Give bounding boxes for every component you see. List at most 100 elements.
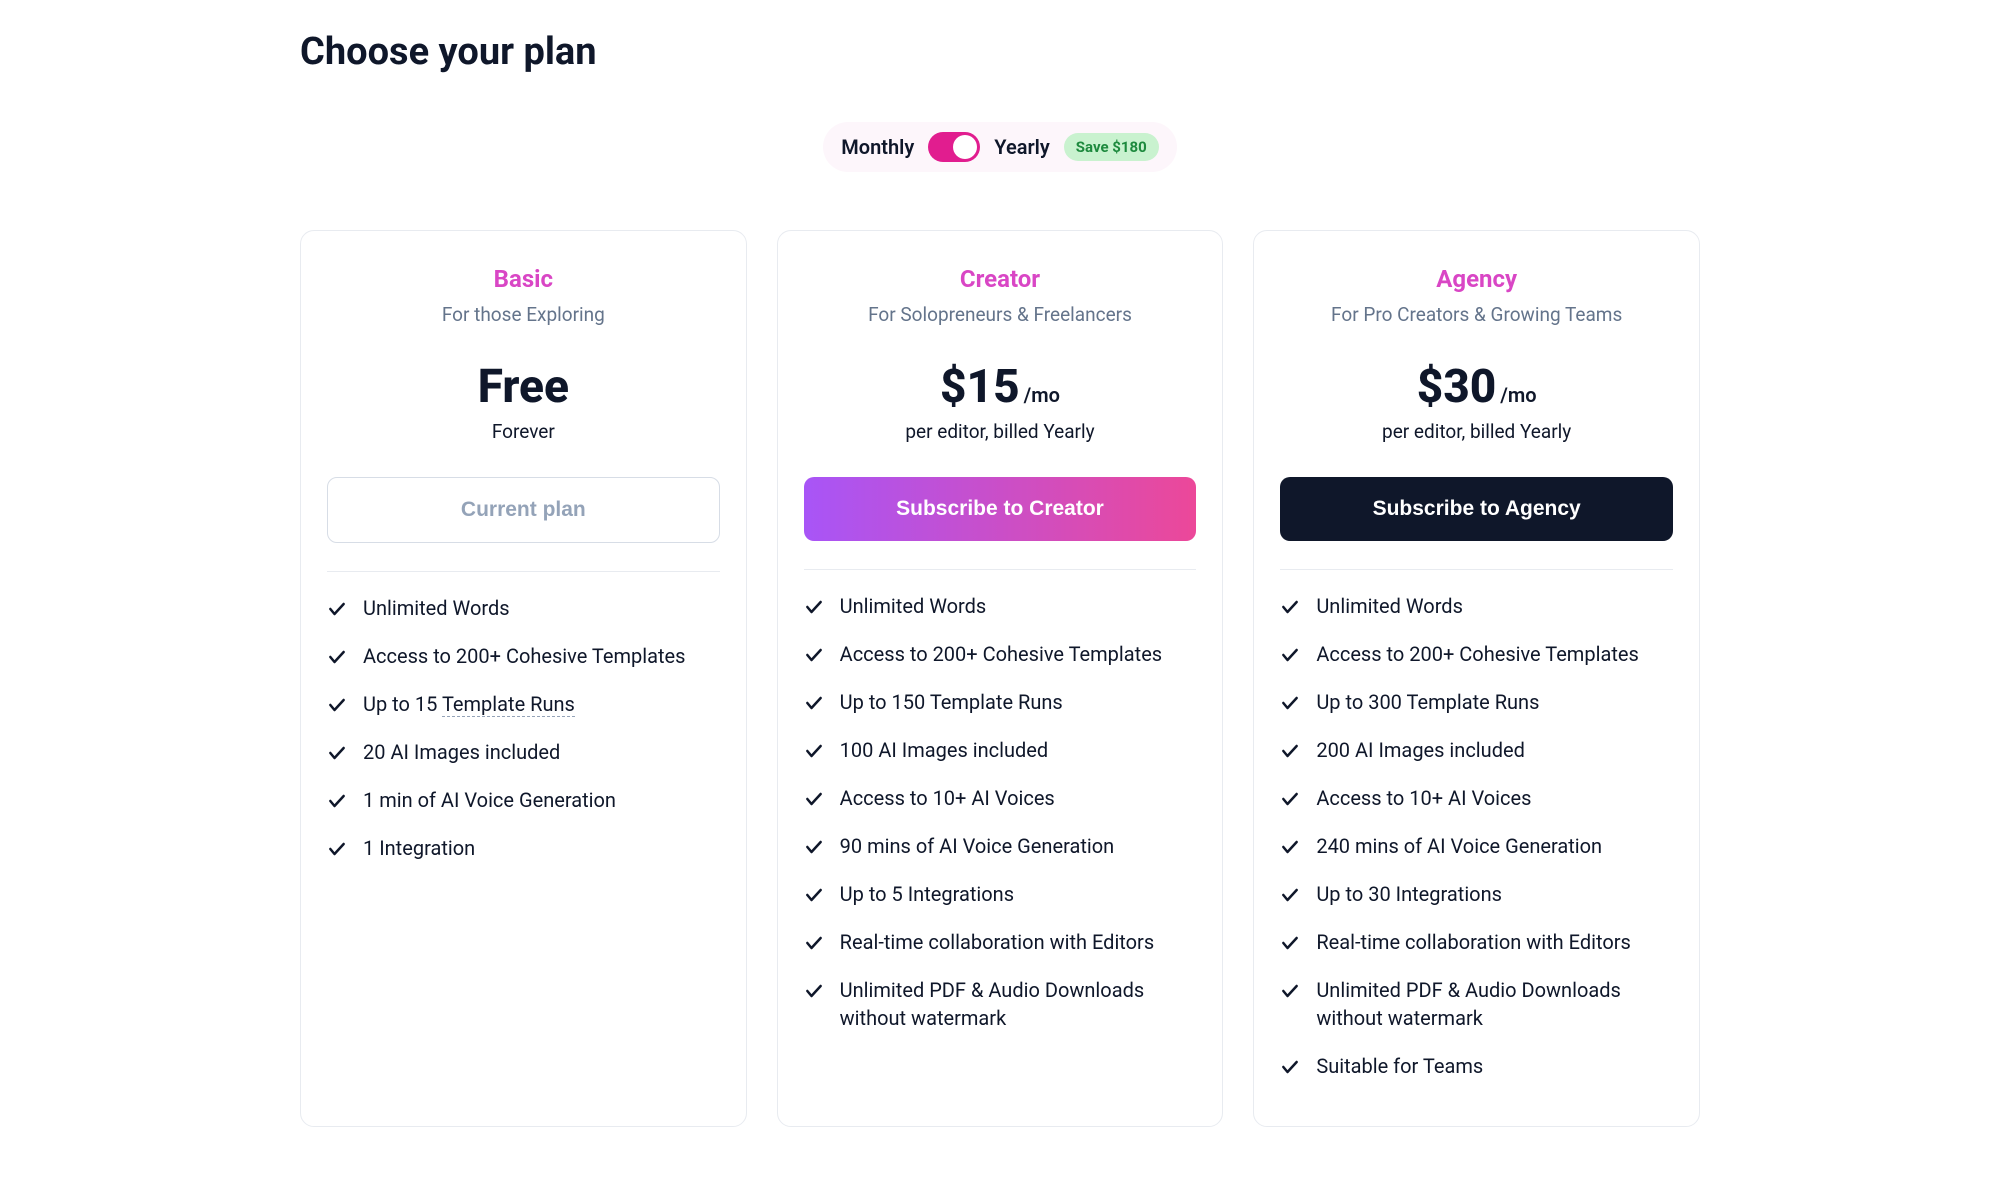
feature-item: Access to 200+ Cohesive Templates	[804, 640, 1197, 668]
check-icon	[327, 647, 347, 667]
check-icon	[1280, 933, 1300, 953]
feature-item: Unlimited Words	[327, 594, 720, 622]
price-note: per editor, billed Yearly	[1280, 420, 1673, 443]
feature-text: Unlimited Words	[840, 592, 987, 620]
price-row: $15/mo	[804, 360, 1197, 414]
feature-text-underlined[interactable]: Template Runs	[442, 692, 575, 717]
plan-subtitle: For Pro Creators & Growing Teams	[1280, 303, 1673, 326]
check-icon	[327, 695, 347, 715]
feature-text: Unlimited Words	[1316, 592, 1463, 620]
feature-item: Access to 200+ Cohesive Templates	[327, 642, 720, 670]
feature-item: Access to 10+ AI Voices	[1280, 784, 1673, 812]
feature-item: Access to 200+ Cohesive Templates	[1280, 640, 1673, 668]
price-main: $30	[1417, 360, 1497, 414]
check-icon	[1280, 837, 1300, 857]
divider	[327, 571, 720, 572]
feature-text: Access to 200+ Cohesive Templates	[840, 640, 1162, 668]
content-wrapper: Choose your plan Monthly Yearly Save $18…	[300, 30, 1700, 1127]
toggle-label-monthly[interactable]: Monthly	[841, 135, 914, 159]
check-icon	[804, 789, 824, 809]
feature-text: Real-time collaboration with Editors	[840, 928, 1155, 956]
plans-grid: BasicFor those ExploringFreeForeverCurre…	[300, 230, 1700, 1127]
feature-text: 1 Integration	[363, 834, 475, 862]
feature-item: 100 AI Images included	[804, 736, 1197, 764]
toggle-label-yearly[interactable]: Yearly	[994, 135, 1050, 159]
feature-item: 1 min of AI Voice Generation	[327, 786, 720, 814]
plan-card-basic: BasicFor those ExploringFreeForeverCurre…	[300, 230, 747, 1127]
feature-item: Up to 300 Template Runs	[1280, 688, 1673, 716]
subscribe-creator-button[interactable]: Subscribe to Creator	[804, 477, 1197, 541]
feature-item: Up to 150 Template Runs	[804, 688, 1197, 716]
check-icon	[804, 837, 824, 857]
feature-text: Real-time collaboration with Editors	[1316, 928, 1631, 956]
check-icon	[1280, 789, 1300, 809]
save-badge: Save $180	[1064, 133, 1159, 161]
check-icon	[1280, 741, 1300, 761]
check-icon	[1280, 693, 1300, 713]
check-icon	[327, 839, 347, 859]
plan-name: Agency	[1280, 265, 1673, 293]
price-main: Free	[478, 360, 569, 414]
divider	[1280, 569, 1673, 570]
price-note: Forever	[327, 420, 720, 443]
feature-item: 90 mins of AI Voice Generation	[804, 832, 1197, 860]
billing-switch-knob	[953, 135, 977, 159]
feature-text: Up to 30 Integrations	[1316, 880, 1502, 908]
feature-item: Access to 10+ AI Voices	[804, 784, 1197, 812]
feature-item: 240 mins of AI Voice Generation	[1280, 832, 1673, 860]
feature-text: Up to 15 Template Runs	[363, 690, 575, 718]
feature-text: Up to 5 Integrations	[840, 880, 1014, 908]
billing-switch[interactable]	[928, 132, 980, 162]
feature-text: Suitable for Teams	[1316, 1052, 1483, 1080]
feature-text: Access to 200+ Cohesive Templates	[363, 642, 685, 670]
feature-text: Unlimited PDF & Audio Downloads without …	[1316, 976, 1673, 1032]
feature-item: 20 AI Images included	[327, 738, 720, 766]
billing-toggle-pill: Monthly Yearly Save $180	[823, 122, 1176, 172]
check-icon	[804, 645, 824, 665]
feature-item: Unlimited Words	[1280, 592, 1673, 620]
feature-text: Up to 300 Template Runs	[1316, 688, 1539, 716]
price-suffix: /mo	[1500, 383, 1536, 407]
check-icon	[327, 743, 347, 763]
feature-item: Suitable for Teams	[1280, 1052, 1673, 1080]
check-icon	[804, 597, 824, 617]
subscribe-agency-button[interactable]: Subscribe to Agency	[1280, 477, 1673, 541]
price-row: Free	[327, 360, 720, 414]
feature-text: Unlimited PDF & Audio Downloads without …	[840, 976, 1197, 1032]
check-icon	[804, 885, 824, 905]
divider	[804, 569, 1197, 570]
feature-item: Real-time collaboration with Editors	[1280, 928, 1673, 956]
page-title: Choose your plan	[300, 30, 1700, 74]
current-plan-button: Current plan	[327, 477, 720, 543]
feature-text: 20 AI Images included	[363, 738, 560, 766]
check-icon	[1280, 1057, 1300, 1077]
feature-text: Access to 10+ AI Voices	[1316, 784, 1531, 812]
feature-text: Access to 200+ Cohesive Templates	[1316, 640, 1638, 668]
plan-name: Creator	[804, 265, 1197, 293]
features-list: Unlimited Words Access to 200+ Cohesive T…	[1280, 592, 1673, 1080]
pricing-page: Choose your plan Monthly Yearly Save $18…	[0, 0, 2000, 1127]
feature-item: Up to 5 Integrations	[804, 880, 1197, 908]
feature-text: 90 mins of AI Voice Generation	[840, 832, 1115, 860]
plan-card-agency: Agency For Pro Creators & Growing Teams $3…	[1253, 230, 1700, 1127]
feature-item: Unlimited PDF & Audio Downloads without …	[804, 976, 1197, 1032]
feature-text: 200 AI Images included	[1316, 736, 1525, 764]
features-list: Unlimited Words Access to 200+ Cohesive T…	[327, 594, 720, 862]
price-note: per editor, billed Yearly	[804, 420, 1197, 443]
plan-card-creator: Creator For Solopreneurs & Freelancers $15…	[777, 230, 1224, 1127]
features-list: Unlimited Words Access to 200+ Cohesive T…	[804, 592, 1197, 1032]
plan-subtitle: For Solopreneurs & Freelancers	[804, 303, 1197, 326]
check-icon	[804, 981, 824, 1001]
feature-item: Real-time collaboration with Editors	[804, 928, 1197, 956]
feature-item: 200 AI Images included	[1280, 736, 1673, 764]
feature-text: Unlimited Words	[363, 594, 510, 622]
price-main: $15	[940, 360, 1020, 414]
check-icon	[327, 791, 347, 811]
feature-item: Unlimited Words	[804, 592, 1197, 620]
check-icon	[1280, 885, 1300, 905]
feature-text: Access to 10+ AI Voices	[840, 784, 1055, 812]
feature-item: Unlimited PDF & Audio Downloads without …	[1280, 976, 1673, 1032]
feature-item: Up to 30 Integrations	[1280, 880, 1673, 908]
feature-item: 1 Integration	[327, 834, 720, 862]
check-icon	[1280, 645, 1300, 665]
